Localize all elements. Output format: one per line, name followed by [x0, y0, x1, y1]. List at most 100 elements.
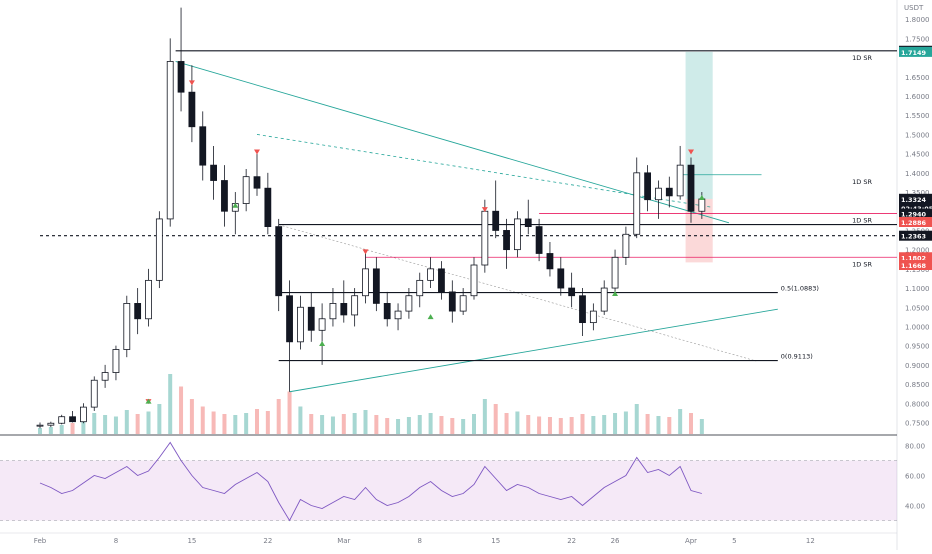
candle-body — [405, 295, 413, 312]
price-tick-label: 1.8000 — [905, 16, 930, 24]
volume-bar — [103, 415, 108, 434]
volume-bar — [602, 415, 607, 434]
price-tick-label: 1.2000 — [905, 247, 930, 255]
candle-body — [438, 268, 445, 293]
volume-bar — [699, 419, 704, 434]
volume-bar — [363, 410, 368, 434]
buy-signal-icon — [612, 291, 619, 297]
candle-body — [535, 226, 543, 254]
price-tick-label: 0.7500 — [905, 419, 930, 427]
volume-bar — [276, 399, 281, 434]
candle-body — [362, 268, 369, 297]
volume-bar — [81, 419, 86, 434]
level-label: 1D SR — [852, 217, 872, 225]
volume-bar — [374, 415, 379, 434]
candle-body — [47, 422, 55, 426]
sell-signal-icon — [688, 149, 694, 155]
sell-signal-icon — [254, 149, 260, 155]
candle-body — [665, 187, 673, 197]
time-tick-label: 8 — [114, 537, 118, 545]
price-tick-label: 0.8000 — [905, 400, 930, 408]
volume-bar — [135, 414, 140, 434]
volume-bar — [70, 423, 75, 434]
candle-body — [112, 349, 120, 373]
candle-body — [514, 218, 521, 251]
volume-bar — [330, 416, 335, 434]
price-tick-label: 1.0000 — [905, 323, 930, 331]
price-badge-label: 1.1802 — [901, 254, 926, 262]
candle-body — [36, 424, 44, 427]
volume-bar — [157, 404, 162, 434]
candle-body — [155, 218, 163, 281]
price-tick-label: 1.7500 — [905, 35, 930, 43]
volume-bar — [124, 410, 129, 434]
volume-bar — [580, 414, 585, 434]
candle-body — [351, 295, 359, 316]
volume-bar — [265, 411, 270, 434]
volume-bar — [146, 411, 151, 434]
time-tick-label: 22 — [567, 537, 576, 545]
candle-body — [90, 379, 98, 408]
price-badge — [899, 230, 932, 241]
buy-signal-icon — [232, 202, 239, 208]
trendline-ascending — [289, 308, 778, 393]
candle-body — [492, 210, 500, 231]
candle-body — [177, 61, 185, 93]
volume-bar — [537, 416, 542, 434]
rsi-tick-label: 80.00 — [905, 443, 925, 451]
time-tick-label: Feb — [34, 537, 47, 545]
candle-body — [199, 126, 207, 166]
price-badge — [899, 202, 932, 213]
time-tick-label: 26 — [611, 537, 620, 545]
candle-body — [58, 416, 66, 424]
candle-body — [698, 198, 706, 212]
time-tick-label: Apr — [685, 537, 697, 545]
volume-bar — [222, 414, 227, 434]
price-badge-label: 1.2363 — [901, 233, 926, 241]
volume-bar — [320, 415, 325, 434]
volume-bar — [515, 411, 520, 434]
candle-body — [394, 310, 402, 320]
level-label: 1D SR — [852, 178, 872, 186]
volume-bar — [591, 416, 596, 434]
volume-bar — [233, 415, 238, 434]
volume-bar — [341, 414, 346, 434]
buy-signal-icon — [319, 340, 326, 346]
rsi-tick-label: 40.00 — [905, 503, 925, 511]
price-tick-label: 1.5500 — [905, 112, 930, 120]
volume-bar — [38, 428, 42, 434]
price-tick-label: 0.9000 — [905, 362, 930, 370]
price-badge-label: 1.1668 — [901, 262, 927, 270]
buy-signal-icon — [427, 314, 434, 320]
volume-bar — [678, 409, 683, 434]
volume-bar — [569, 417, 574, 434]
price-tick-label: 0.8500 — [905, 381, 930, 389]
volume-bar — [667, 417, 672, 434]
price-badge-label: 1.7149 — [901, 49, 927, 57]
volume-bar — [309, 414, 314, 434]
candle-body — [589, 310, 597, 324]
candle-body — [687, 164, 695, 212]
candle-body — [676, 164, 684, 197]
volume-bar — [244, 413, 249, 434]
price-tick-label: 1.0500 — [905, 304, 930, 312]
candle-body — [123, 303, 131, 350]
volume-bar — [287, 391, 292, 434]
volume-bar — [645, 414, 650, 434]
volume-bar — [493, 404, 498, 434]
volume-bar — [59, 425, 64, 434]
volume-bar — [558, 418, 563, 434]
level-label: 0.5(1.0883) — [781, 285, 819, 293]
candle-body — [611, 256, 619, 289]
price-tick-label: 1.3500 — [905, 189, 930, 197]
volume-bar — [689, 413, 693, 434]
candle-body — [286, 295, 293, 343]
candle-body — [340, 303, 348, 316]
volume-bar — [200, 406, 205, 434]
candle-body — [459, 295, 467, 312]
candle-body — [524, 218, 532, 228]
price-badge — [899, 208, 932, 219]
